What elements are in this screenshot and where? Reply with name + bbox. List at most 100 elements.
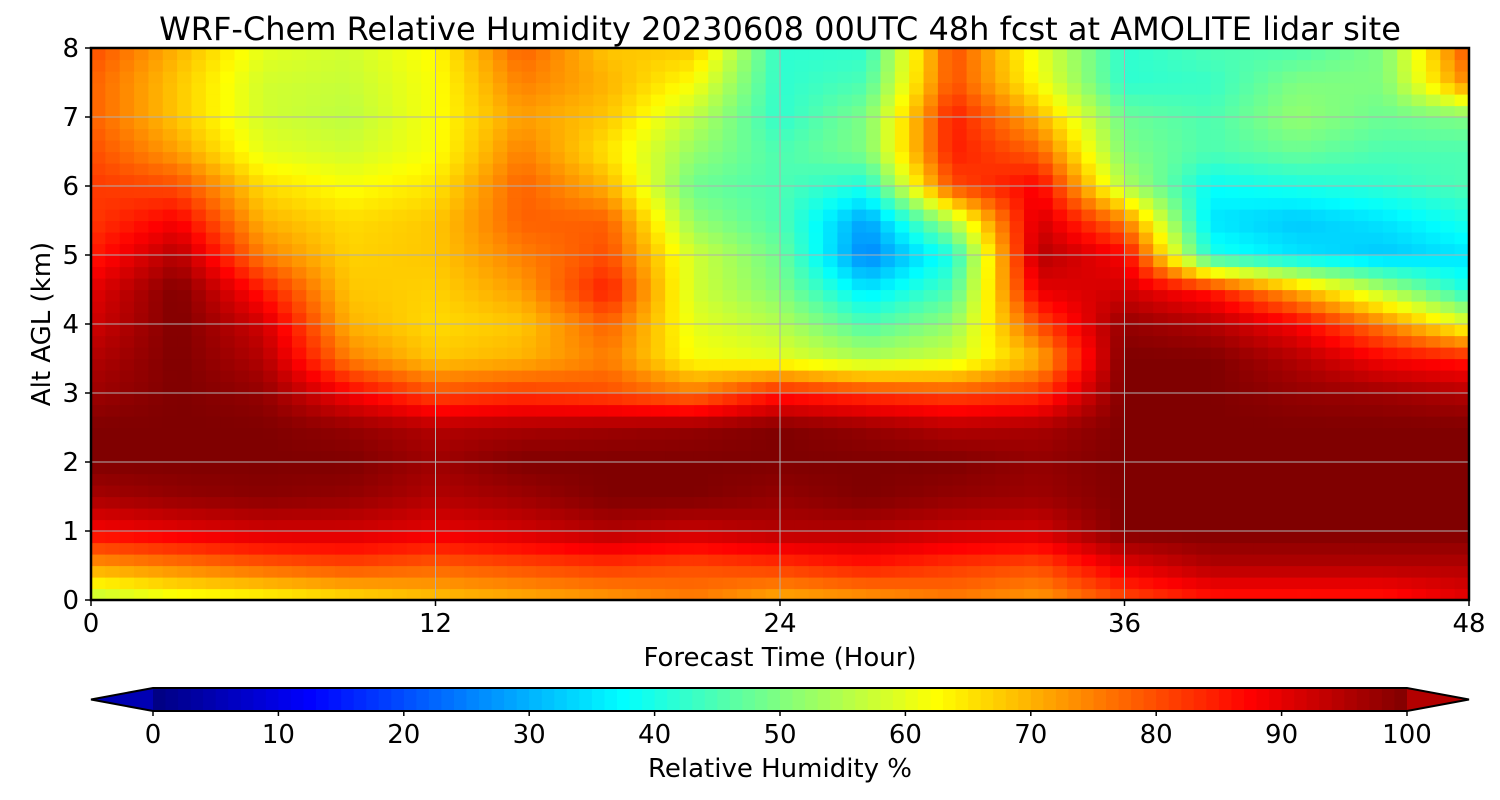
heatmap-cell	[363, 174, 379, 187]
heatmap-cell	[636, 48, 652, 61]
heatmap-cell	[593, 531, 609, 544]
heatmap-cell	[952, 588, 968, 601]
heatmap-cell	[679, 312, 695, 325]
heatmap-cell	[823, 312, 839, 325]
heatmap-cell	[980, 243, 996, 256]
heatmap-cell	[205, 485, 221, 498]
heatmap-cell	[162, 220, 178, 233]
heatmap-cell	[679, 508, 695, 521]
heatmap-cell	[1296, 186, 1312, 199]
heatmap-cell	[550, 519, 566, 532]
heatmap-cell	[535, 94, 551, 107]
heatmap-cell	[607, 485, 623, 498]
heatmap-cell	[1268, 197, 1283, 210]
heatmap-cell	[134, 485, 150, 498]
heatmap-cell	[1296, 393, 1312, 406]
heatmap-cell	[91, 531, 106, 544]
heatmap-cell	[607, 197, 623, 210]
heatmap-cell	[579, 71, 594, 84]
heatmap-cell	[248, 209, 264, 222]
heatmap-cell	[1268, 427, 1283, 440]
heatmap-cell	[708, 519, 724, 532]
heatmap-cell	[248, 82, 264, 95]
heatmap-cell	[579, 393, 594, 406]
heatmap-cell	[1339, 243, 1355, 256]
colorbar-band	[892, 688, 906, 711]
heatmap-cell	[808, 496, 824, 509]
heatmap-cell	[363, 71, 379, 84]
heatmap-cell	[1153, 117, 1169, 130]
heatmap-cell	[378, 439, 394, 452]
heatmap-cell	[722, 186, 738, 199]
heatmap-cell	[177, 59, 193, 72]
heatmap-cell	[421, 312, 437, 325]
heatmap-cell	[722, 289, 738, 302]
heatmap-cell	[693, 370, 709, 383]
heatmap-cell	[177, 450, 193, 463]
heatmap-cell	[392, 577, 408, 590]
heatmap-cell	[636, 163, 652, 176]
heatmap-cell	[1038, 117, 1054, 130]
heatmap-cell	[220, 347, 236, 360]
heatmap-cell	[880, 404, 896, 417]
heatmap-cell	[335, 312, 350, 325]
heatmap-cell	[1382, 335, 1398, 348]
heatmap-cell	[1110, 565, 1126, 578]
heatmap-cell	[162, 370, 178, 383]
heatmap-cell	[406, 301, 422, 314]
heatmap-cell	[1009, 473, 1025, 486]
heatmap-cell	[708, 151, 724, 164]
heatmap-cell	[579, 427, 594, 440]
heatmap-cell	[1181, 312, 1197, 325]
heatmap-cell	[1253, 301, 1269, 314]
heatmap-cell	[607, 105, 623, 118]
heatmap-cell	[1239, 94, 1255, 107]
heatmap-cell	[1253, 496, 1269, 509]
heatmap-cell	[622, 519, 638, 532]
heatmap-cell	[909, 554, 925, 567]
heatmap-cell	[765, 485, 781, 498]
heatmap-cell	[335, 117, 350, 130]
heatmap-cell	[1440, 301, 1456, 314]
heatmap-cell	[751, 531, 767, 544]
heatmap-cell	[363, 48, 379, 61]
heatmap-cell	[1425, 163, 1441, 176]
heatmap-cell	[679, 370, 695, 383]
heatmap-cell	[464, 82, 480, 95]
heatmap-cell	[1167, 255, 1183, 268]
heatmap-cell	[406, 82, 422, 95]
heatmap-cell	[1095, 427, 1111, 440]
heatmap-cell	[205, 151, 221, 164]
heatmap-cell	[808, 255, 824, 268]
heatmap-cell	[851, 94, 867, 107]
heatmap-cell	[636, 577, 652, 590]
heatmap-cell	[449, 588, 465, 601]
colorbar-band	[1143, 688, 1157, 711]
heatmap-cell	[722, 174, 738, 187]
heatmap-cell	[923, 59, 939, 72]
heatmap-cell	[550, 347, 566, 360]
heatmap-cell	[1411, 243, 1427, 256]
heatmap-cell	[1296, 140, 1312, 153]
heatmap-cell	[794, 71, 810, 84]
heatmap-cell	[1110, 197, 1126, 210]
heatmap-cell	[1024, 393, 1039, 406]
heatmap-cell	[995, 289, 1011, 302]
heatmap-cell	[1009, 450, 1025, 463]
heatmap-cell	[177, 220, 193, 233]
heatmap-cell	[449, 94, 465, 107]
heatmap-cell	[909, 577, 925, 590]
heatmap-cell	[1124, 128, 1140, 141]
heatmap-cell	[291, 335, 307, 348]
colorbar-band	[880, 688, 894, 711]
heatmap-cell	[966, 209, 982, 222]
heatmap-cell	[91, 554, 106, 567]
heatmap-cell	[105, 174, 121, 187]
heatmap-cell	[665, 588, 681, 601]
heatmap-cell	[693, 427, 709, 440]
y-tick-label: 7	[62, 103, 79, 133]
heatmap-cell	[1210, 508, 1226, 521]
heatmap-cell	[679, 462, 695, 475]
heatmap-cell	[91, 485, 106, 498]
heatmap-cell	[449, 197, 465, 210]
